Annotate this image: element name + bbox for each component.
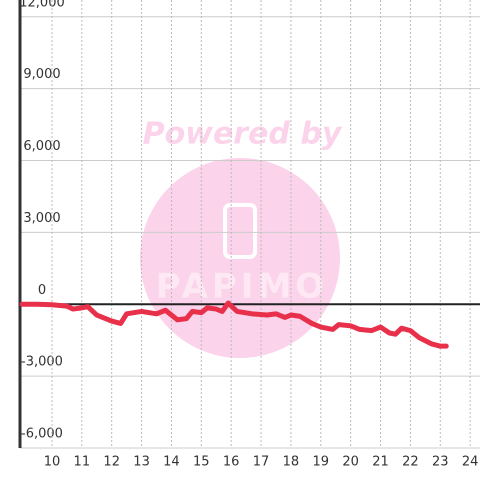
x-tick-label: 16 (223, 455, 240, 470)
x-tick-label: 23 (432, 455, 449, 470)
data-line (19, 300, 449, 349)
x-tick-label: 15 (193, 455, 210, 470)
watermark: Powered by PAPIMO (140, 117, 343, 358)
y-tick-label: -6,000 (21, 427, 63, 442)
y-tick-label: 6,000 (23, 139, 60, 154)
watermark-icon (223, 203, 257, 259)
x-tick-label: 22 (402, 455, 419, 470)
x-tick-label: 14 (163, 455, 180, 470)
x-tick-label: 20 (342, 455, 359, 470)
y-tick-label: -3,000 (21, 355, 63, 370)
y-tick-label: 3,000 (23, 211, 60, 226)
y-tick-label: 12,000 (19, 0, 65, 10)
x-tick-label: 19 (313, 455, 330, 470)
x-tick-label: 13 (133, 455, 150, 470)
watermark-text: PAPIMO (156, 267, 328, 307)
x-tick-label: 21 (372, 455, 389, 470)
x-tick-label: 11 (74, 455, 91, 470)
y-tick-label: 0 (38, 283, 46, 298)
x-tick-label: 12 (103, 455, 120, 470)
x-tick-label: 10 (44, 455, 61, 470)
y-tick-label: 9,000 (23, 67, 60, 82)
watermark-text: Powered by (143, 117, 343, 152)
x-tick-label: 18 (283, 455, 300, 470)
x-tick-label: 17 (253, 455, 270, 470)
x-tick-label: 24 (462, 455, 479, 470)
